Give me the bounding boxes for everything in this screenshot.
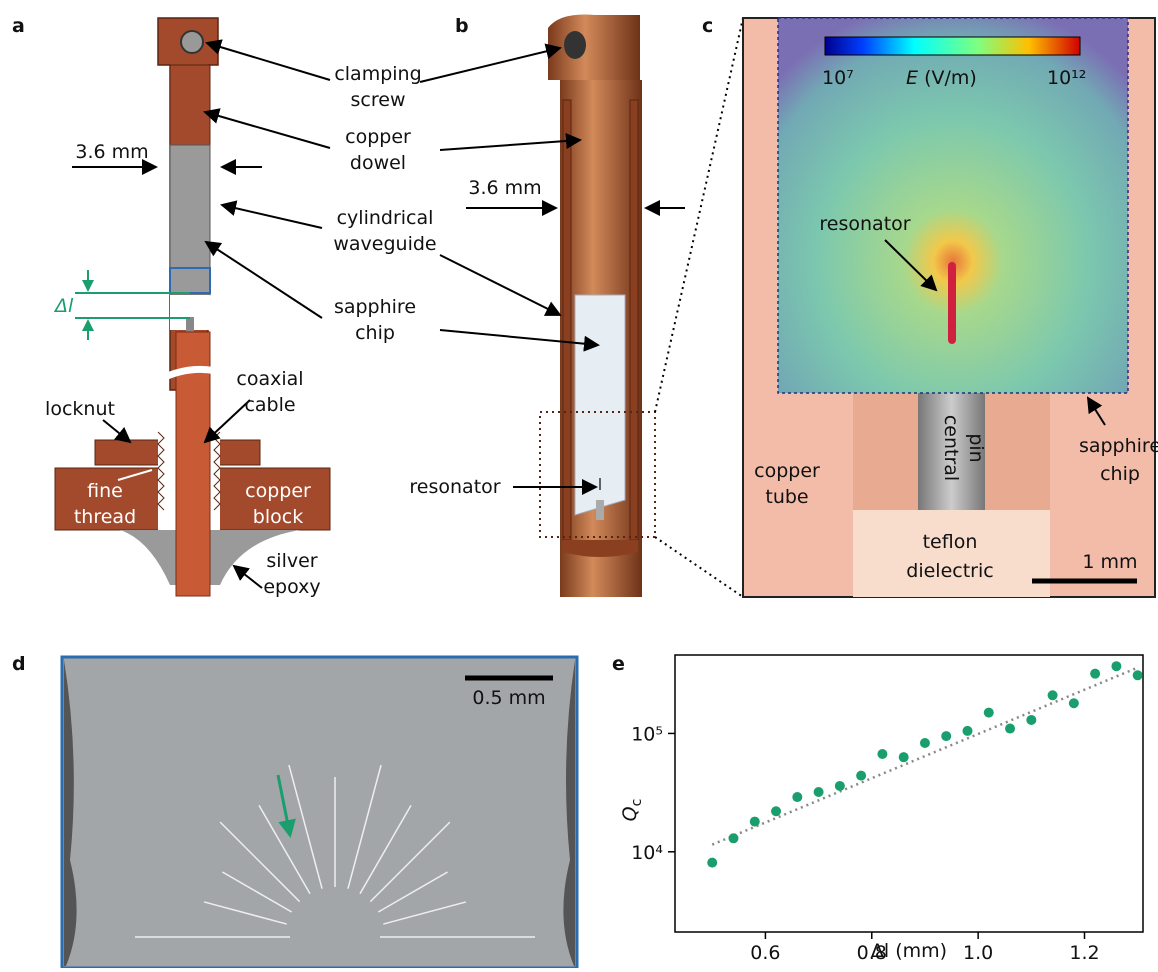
label: locknut <box>45 398 115 420</box>
plot-frame <box>675 655 1143 932</box>
gap-label: Δl <box>53 295 74 317</box>
data-point <box>984 708 994 718</box>
label: resonator <box>409 476 500 498</box>
data-point <box>1048 690 1058 700</box>
panel-letter: c <box>702 15 713 37</box>
fit-line <box>712 668 1137 845</box>
data-point <box>856 771 866 781</box>
data-point <box>1111 661 1121 671</box>
data-point <box>729 833 739 843</box>
data-point <box>1005 724 1015 734</box>
dimension-label: 3.6 mm <box>75 141 148 163</box>
data-point <box>877 749 887 759</box>
x-tick-label: 0.6 <box>750 942 780 964</box>
colorbar-title: E (V/m) <box>906 67 977 89</box>
panel-letter: e <box>612 653 625 675</box>
panel-b-photo <box>420 15 743 597</box>
data-point <box>1133 670 1143 680</box>
data-point <box>963 726 973 736</box>
scale-label: 1 mm <box>1082 551 1137 573</box>
data-point <box>941 731 951 741</box>
data-point <box>750 817 760 827</box>
data-point <box>771 806 781 816</box>
data-point <box>920 738 930 748</box>
dimension-label: 3.6 mm <box>468 177 541 199</box>
panel-c-simulation <box>743 18 1155 597</box>
data-point <box>899 752 909 762</box>
panel-letter: d <box>12 653 26 675</box>
label: resonator <box>819 213 910 235</box>
panel-letter: b <box>455 15 469 37</box>
data-point <box>707 858 717 868</box>
y-tick-label: 10⁴ <box>631 842 663 864</box>
colorbar-label: 10¹² <box>1047 67 1086 89</box>
data-point <box>1069 698 1079 708</box>
figure: a b c d e 3.6 mm Δl locknut finethread c… <box>0 0 1158 968</box>
data-point <box>835 781 845 791</box>
data-point <box>814 787 824 797</box>
x-axis-label: Δl (mm) <box>871 940 947 962</box>
y-tick-label: 10⁵ <box>631 723 663 745</box>
panel-letter: a <box>12 15 25 37</box>
colorbar-label: 10⁷ <box>822 67 854 89</box>
x-tick-label: 1.2 <box>1069 942 1099 964</box>
data-point <box>792 792 802 802</box>
x-tick-label: 1.0 <box>963 942 993 964</box>
data-point <box>1026 715 1036 725</box>
scale-label: 0.5 mm <box>472 687 545 709</box>
y-axis-label: Qc <box>619 799 645 822</box>
data-point <box>1090 669 1100 679</box>
